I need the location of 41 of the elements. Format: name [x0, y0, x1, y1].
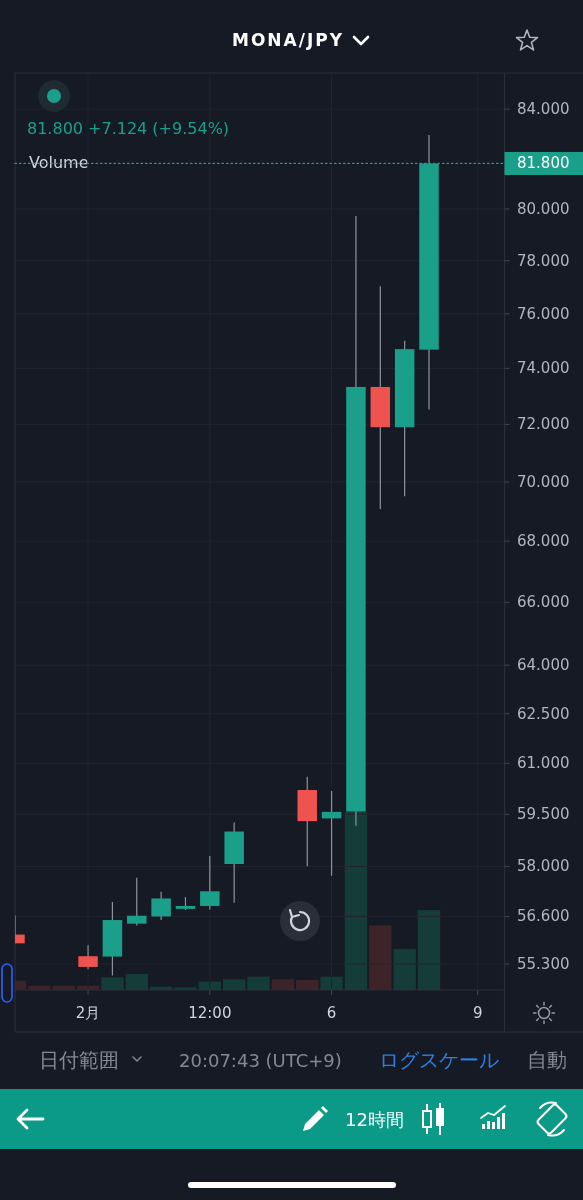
x-tick-label: 6 [326, 1004, 337, 1022]
bar [369, 925, 392, 990]
chart-title: MONA/JPY [231, 30, 345, 50]
text: 20:07:43 (UTC+9) [179, 1049, 342, 1071]
bar [296, 980, 319, 990]
y-tick-label: 74.000 [517, 359, 570, 378]
bar [271, 979, 295, 990]
text: 日付範囲 [39, 1048, 119, 1072]
bar [125, 973, 148, 990]
y-tick-label: 76.000 [517, 304, 570, 323]
x-tick-label: 2月 [75, 1004, 101, 1022]
x-tick-label: 9 [472, 1004, 483, 1022]
y-tick-label: 80.000 [517, 199, 570, 218]
bar [52, 985, 75, 990]
y-tick-label: 56.600 [517, 907, 570, 926]
bar [247, 976, 270, 990]
y-tick-label: 59.500 [517, 805, 570, 824]
bar [198, 981, 222, 990]
ref-line-label: 81.800 [517, 154, 570, 173]
text: ログスケール [379, 1048, 499, 1072]
y-tick-label: 64.000 [517, 656, 570, 675]
bar [320, 976, 343, 990]
y-tick-label: 55.300 [517, 954, 570, 973]
y-tick-label: 84.000 [517, 100, 570, 119]
y-tick-label: 61.000 [517, 754, 570, 773]
y-tick-label: 62.500 [517, 704, 570, 723]
y-tick-label: 72.000 [517, 415, 570, 434]
y-tick-label: 66.000 [517, 593, 570, 612]
y-tick-label: 58.000 [517, 857, 570, 876]
bar [393, 948, 416, 990]
y-tick-label: 78.000 [517, 251, 570, 270]
x-tick-label: 12:00 [188, 1004, 232, 1022]
text: 12時間 [345, 1108, 404, 1130]
bar [417, 910, 441, 990]
y-tick-label: 70.000 [517, 472, 570, 491]
bar [101, 977, 124, 990]
annotation: 81.800 +7.124 (+9.54%) [27, 118, 230, 138]
y-tick-label: 68.000 [517, 532, 570, 551]
bar [174, 987, 197, 990]
bar [222, 979, 246, 990]
text: 自動 [527, 1048, 567, 1072]
